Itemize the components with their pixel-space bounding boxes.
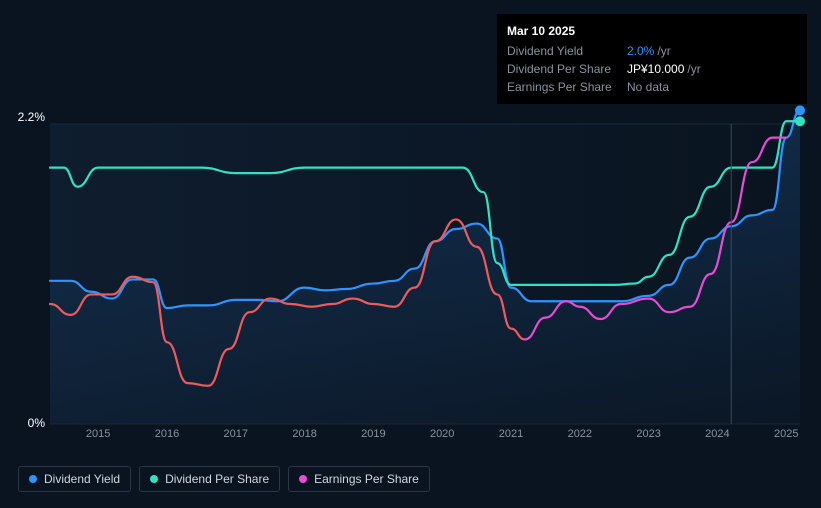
tooltip-suffix: /yr	[687, 60, 700, 78]
x-tick: 2025	[774, 428, 798, 440]
x-tick: 2022	[568, 428, 592, 440]
tooltip-label: Dividend Per Share	[507, 60, 627, 78]
x-tick: 2024	[705, 428, 729, 440]
tooltip-suffix: /yr	[657, 42, 670, 60]
tooltip-row: Dividend Per ShareJP¥10.000/yr	[507, 60, 797, 78]
x-tick: 2017	[224, 428, 248, 440]
y-tick-max: 2.2%	[18, 110, 45, 124]
x-tick: 2015	[86, 428, 110, 440]
legend-swatch	[150, 475, 158, 483]
tooltip-value: JP¥10.000	[627, 60, 684, 78]
dividend-chart: Mar 10 2025 Dividend Yield2.0%/yrDividen…	[0, 0, 821, 508]
legend-swatch	[299, 475, 307, 483]
chart-legend: Dividend Yield Dividend Per Share Earnings…	[18, 466, 430, 492]
tooltip-label: Dividend Yield	[507, 42, 627, 60]
legend-swatch	[29, 475, 37, 483]
legend-item[interactable]: Dividend Per Share	[139, 466, 280, 492]
tooltip-date: Mar 10 2025	[507, 22, 797, 40]
x-tick: 2023	[636, 428, 660, 440]
tooltip-value: No data	[627, 78, 669, 96]
tooltip-label: Earnings Per Share	[507, 78, 627, 96]
chart-tooltip: Mar 10 2025 Dividend Yield2.0%/yrDividen…	[497, 14, 807, 104]
x-tick: 2016	[155, 428, 179, 440]
legend-item[interactable]: Earnings Per Share	[288, 466, 430, 492]
legend-label: Earnings Per Share	[314, 472, 419, 486]
tooltip-row: Dividend Yield2.0%/yr	[507, 42, 797, 60]
x-tick: 2020	[430, 428, 454, 440]
x-axis: 2015 2016 2017 2018 2019 2020 2021 2022 2023 2024…	[50, 428, 800, 448]
tooltip-row: Earnings Per ShareNo data	[507, 78, 797, 96]
legend-label: Dividend Yield	[44, 472, 120, 486]
legend-label: Dividend Per Share	[165, 472, 269, 486]
plot-area[interactable]	[50, 124, 800, 424]
x-tick: 2018	[292, 428, 316, 440]
y-tick-min: 0%	[28, 416, 45, 430]
x-tick: 2021	[499, 428, 523, 440]
x-tick: 2019	[361, 428, 385, 440]
tooltip-value: 2.0%	[627, 42, 654, 60]
legend-item[interactable]: Dividend Yield	[18, 466, 131, 492]
